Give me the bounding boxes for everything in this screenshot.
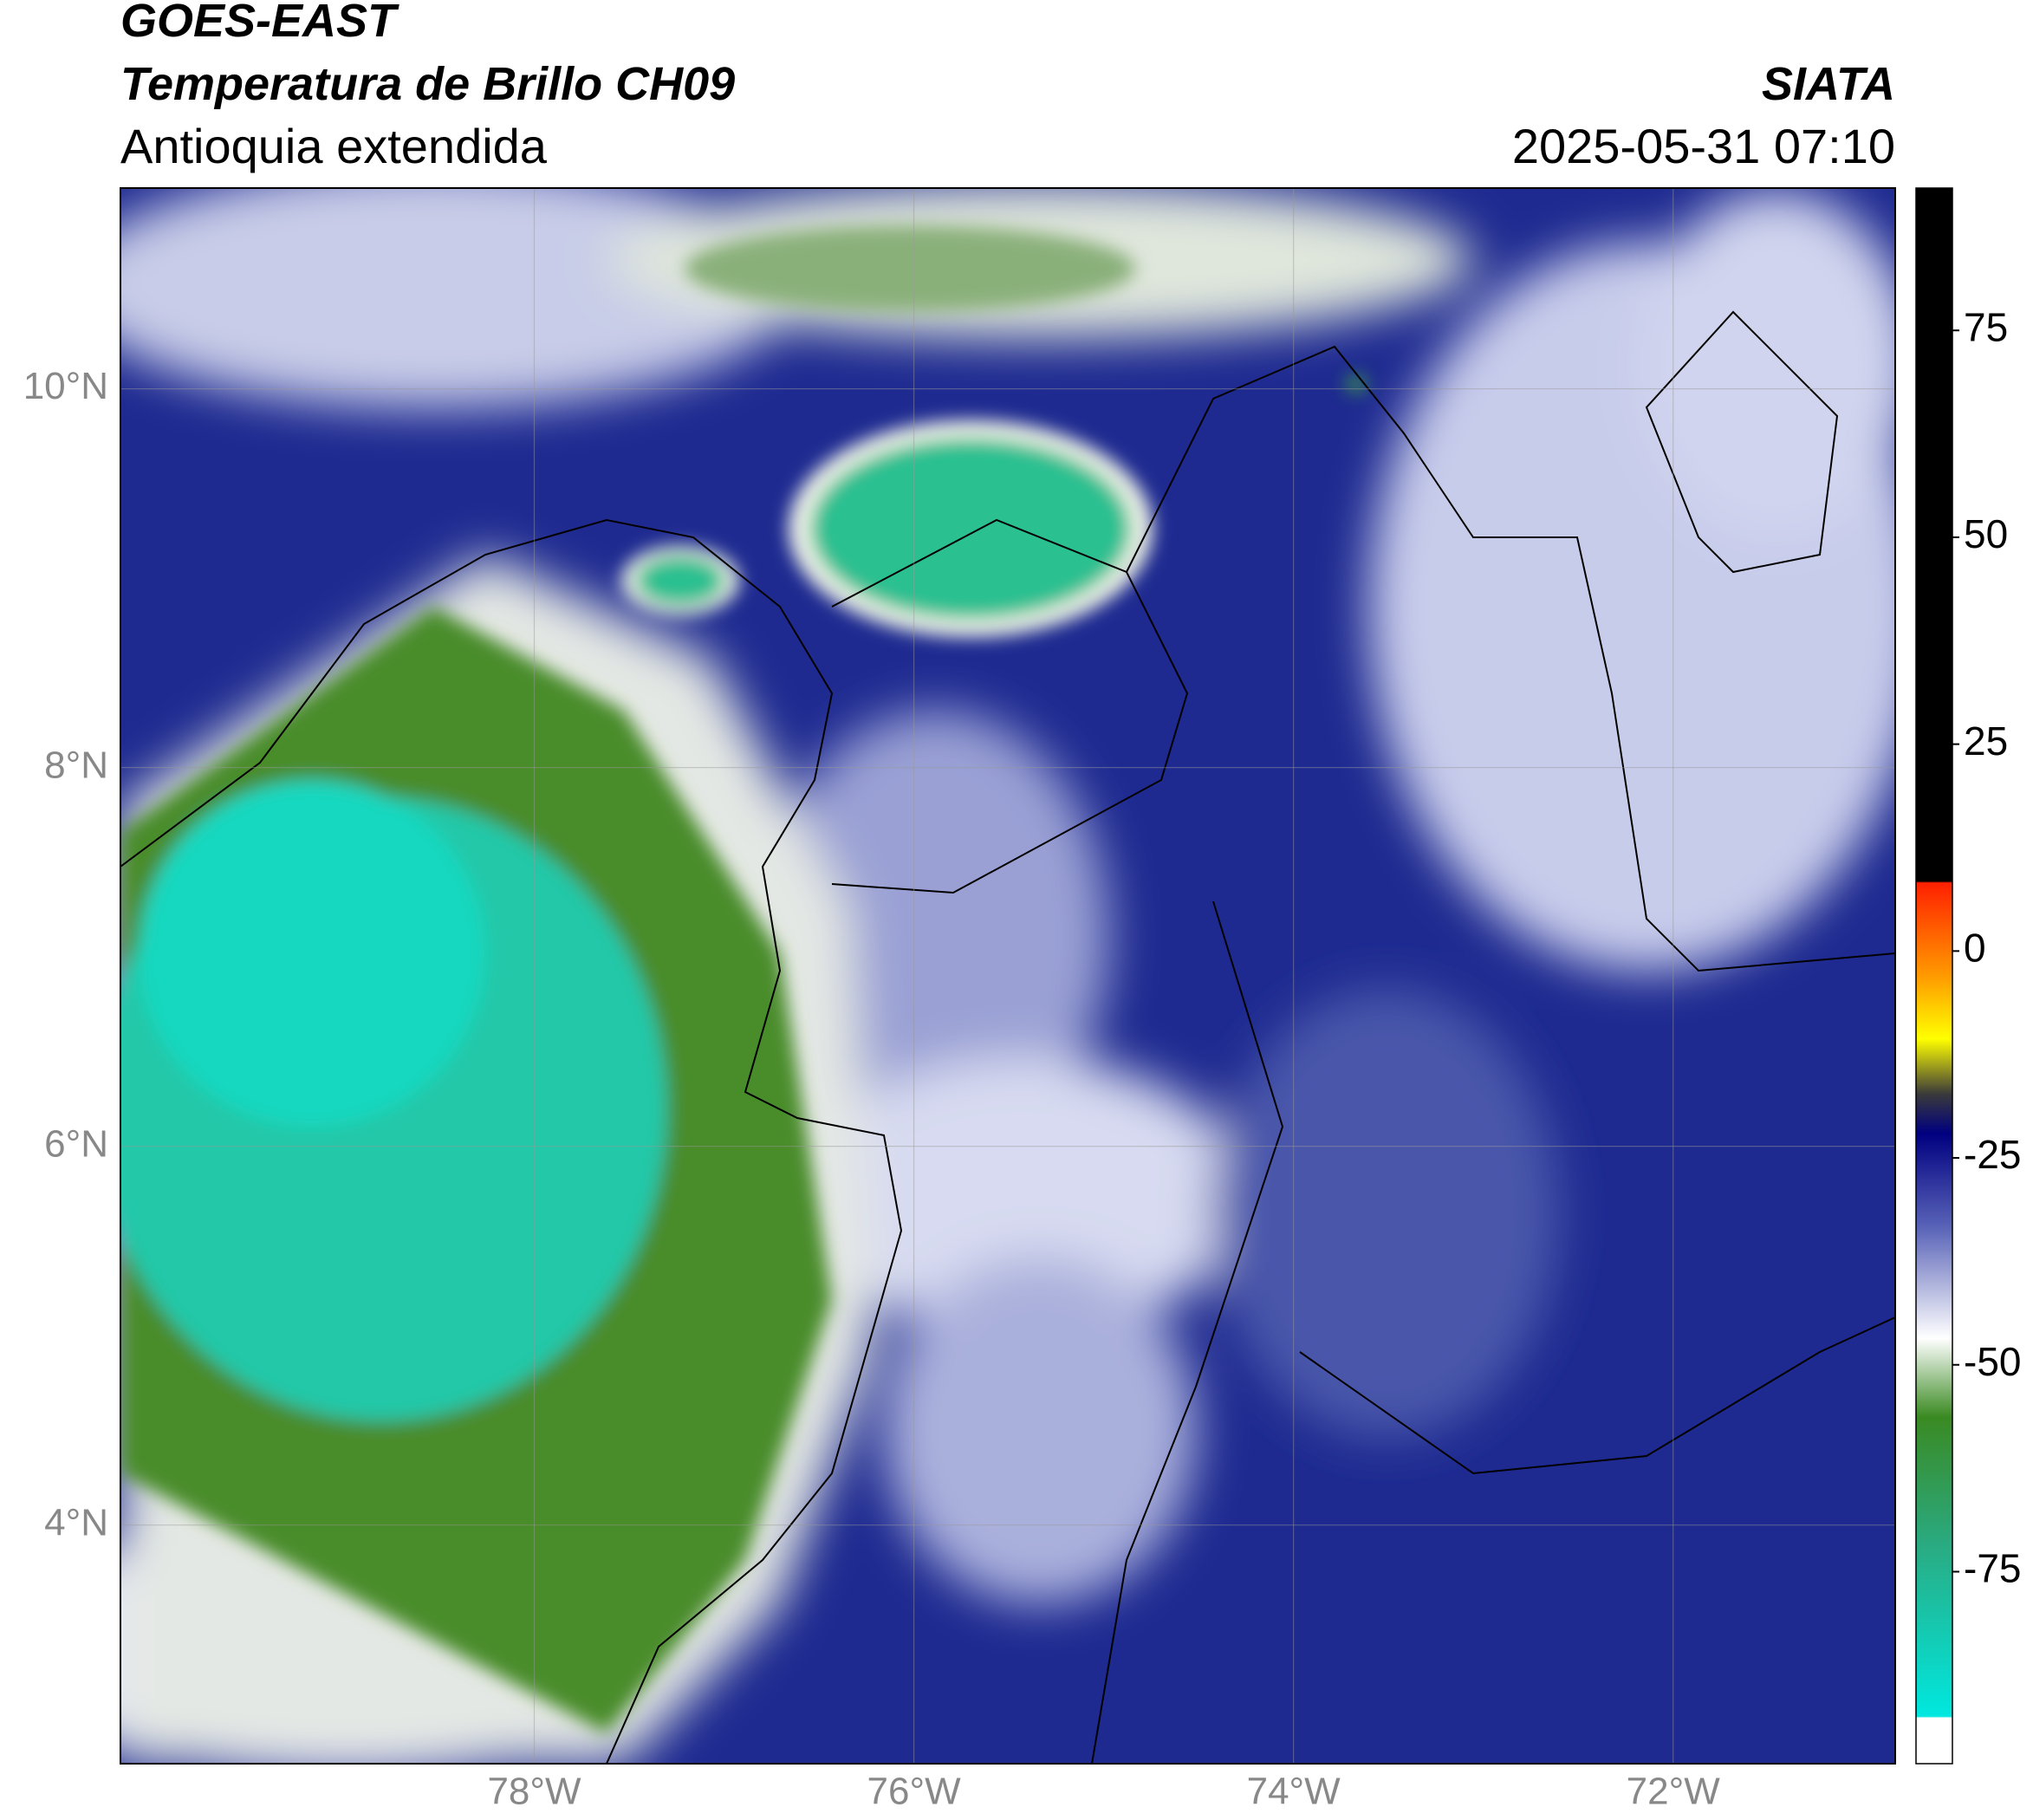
colorbar-tick-label: -75 — [1964, 1546, 2021, 1591]
y-tick-label: 10°N — [23, 365, 108, 407]
colorbar-tick-label: 50 — [1964, 511, 2008, 556]
grid — [120, 188, 1895, 1764]
x-tick-label: 78°W — [487, 1771, 581, 1813]
region: Antioquia extendida — [120, 119, 548, 173]
satellite-image — [120, 188, 1895, 1764]
subtitle: Temperatura de Brillo CH09 — [120, 58, 735, 110]
colorbar-tick-label: 75 — [1964, 304, 2008, 349]
x-tick-label: 74°W — [1247, 1771, 1341, 1813]
source: SIATA — [1762, 58, 1895, 110]
x-tick-label: 72°W — [1627, 1771, 1721, 1813]
timestamp: 2025-05-31 07:10 — [1512, 119, 1895, 173]
y-tick-label: 6°N — [44, 1122, 108, 1165]
colorbar-tick-label: -50 — [1964, 1339, 2021, 1384]
y-tick-label: 4°N — [44, 1501, 108, 1544]
y-tick-label: 8°N — [44, 744, 108, 786]
map-frame — [120, 187, 1896, 1765]
colorbar-tick-label: 25 — [1964, 718, 2008, 764]
colorbar-tick-label: 0 — [1964, 926, 1986, 971]
colorbar-tick-label: -25 — [1964, 1132, 2021, 1177]
borders — [120, 310, 1895, 1764]
title: GOES-EAST — [120, 0, 399, 47]
x-tick-label: 76°W — [867, 1771, 962, 1813]
colorbar — [1915, 187, 1953, 1765]
